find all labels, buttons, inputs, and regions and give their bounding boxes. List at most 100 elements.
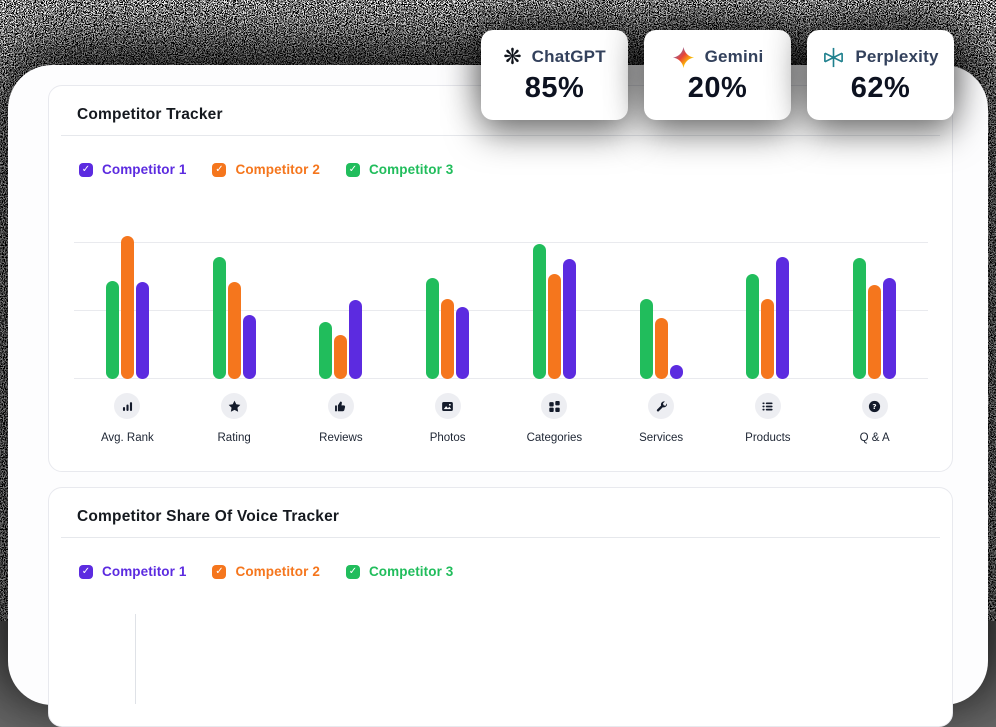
metric-label-avg-rank: Avg. Rank: [100, 432, 154, 444]
photos-competitor-3-bar: [426, 278, 440, 379]
products-competitor-1-bar: [776, 257, 790, 379]
openai-icon: ❋: [503, 43, 522, 69]
categories-competitor-1-bar: [562, 259, 576, 379]
q-a-competitor-1-bar: [883, 278, 897, 379]
legend-competitor-1[interactable]: ✓ Competitor 1: [79, 162, 186, 177]
divider: [61, 135, 940, 136]
reviews-competitor-1-bar: [349, 300, 363, 379]
bar-group-categories: [501, 235, 608, 379]
avg-rank-competitor-3-bar: [105, 281, 119, 379]
photos-competitor-2-bar: [441, 299, 455, 379]
gridline-50: [74, 310, 928, 311]
bar-group-services: [608, 235, 715, 379]
metric-icon-col-avg-rank: [74, 393, 181, 419]
perplexity-icon: [822, 46, 845, 69]
svg-text:?: ?: [873, 401, 877, 410]
metric-label-row: Avg. Rank Rating Reviews Photos Categories Se…: [74, 432, 928, 444]
model-score: 85%: [524, 71, 585, 104]
metric-label-q-a: Q & A: [859, 432, 890, 444]
legend-label: Competitor 3: [368, 162, 454, 177]
photos-competitor-1-bar: [456, 307, 470, 379]
metric-label-reviews: Reviews: [319, 432, 363, 444]
avg-rank-competitor-1-bar: [135, 282, 149, 379]
metric-label-products: Products: [745, 432, 791, 444]
star-icon: [221, 393, 248, 419]
gemini-icon: [672, 46, 695, 69]
model-stat-header: Perplexity: [822, 46, 938, 69]
avg-rank-competitor-2-bar: [120, 236, 134, 379]
model-name: Perplexity: [855, 47, 939, 66]
metric-label-photos: Photos: [429, 432, 466, 444]
categories-competitor-2-bar: [547, 274, 561, 379]
checkbox-checked-icon[interactable]: ✓: [79, 162, 93, 177]
page-title: Competitor Tracker: [77, 106, 223, 123]
services-competitor-1-bar: [669, 365, 683, 379]
checkbox-checked-icon[interactable]: ✓: [212, 564, 227, 579]
bar-group-rating: [181, 235, 288, 379]
rating-competitor-2-bar: [227, 282, 241, 379]
metric-label-rating: Rating: [217, 432, 251, 444]
competitor-bar-chart: [74, 235, 928, 379]
reviews-competitor-2-bar: [334, 335, 348, 379]
thumbs-up-icon: [327, 393, 354, 419]
bar-group-reviews: [288, 235, 395, 379]
q-a-competitor-2-bar: [868, 285, 882, 379]
category-grid-icon: [541, 393, 568, 419]
wrench-icon: [648, 393, 675, 419]
bar-chart-icon: [114, 393, 141, 419]
competitor-legend: ✓ Competitor 1 ✓ Competitor 2 ✓ Competitor 3: [49, 538, 952, 603]
model-stat-card-gemini[interactable]: Gemini 20%: [644, 30, 791, 120]
legend-competitor-1[interactable]: ✓ Competitor 1: [79, 564, 186, 579]
metric-icon-col-services: [608, 393, 715, 419]
metric-icon-col-rating: [181, 393, 288, 419]
bar-group-products: [715, 235, 822, 379]
model-stat-header: ❋ ChatGPT: [503, 43, 606, 69]
list-icon: [754, 393, 781, 419]
services-competitor-2-bar: [654, 318, 668, 379]
metric-label-services: Services: [639, 432, 684, 444]
model-stat-header: Gemini: [672, 46, 764, 69]
model-score: 62%: [850, 71, 911, 104]
dashboard-panel: Competitor Tracker ✓ Competitor 1 ✓ Competi…: [8, 65, 988, 727]
card-header: Competitor Tracker: [49, 86, 952, 135]
metric-icon-col-reviews: [288, 393, 395, 419]
metric-icon-col-categories: [501, 393, 608, 419]
model-name: ChatGPT: [531, 47, 606, 66]
products-competitor-2-bar: [761, 299, 775, 379]
photo-icon: [434, 393, 461, 419]
legend-label: Competitor 2: [235, 564, 320, 579]
divider: [61, 537, 940, 538]
services-competitor-3-bar: [639, 299, 653, 379]
question-icon: ?: [861, 393, 888, 419]
legend-label: Competitor 2: [235, 162, 320, 177]
share-of-voice-card: Competitor Share Of Voice Tracker ✓ Compe…: [48, 487, 953, 727]
legend-competitor-3[interactable]: ✓ Competitor 3: [345, 162, 454, 177]
competitor-legend: ✓ Competitor 1 ✓ Competitor 2 ✓ Competitor 3: [49, 136, 952, 201]
model-stat-card-chatgpt[interactable]: ❋ ChatGPT 85%: [481, 30, 628, 120]
model-stat-card-perplexity[interactable]: Perplexity 62%: [807, 30, 954, 120]
checkbox-checked-icon[interactable]: ✓: [212, 162, 227, 177]
metric-label-categories: Categories: [526, 432, 583, 444]
card-header: Competitor Share Of Voice Tracker: [49, 488, 952, 537]
legend-competitor-3[interactable]: ✓ Competitor 3: [345, 564, 454, 579]
legend-label: Competitor 1: [102, 564, 187, 579]
bar-group-q-a: [821, 235, 928, 379]
legend-label: Competitor 1: [102, 162, 187, 177]
competitor-tracker-card: Competitor Tracker ✓ Competitor 1 ✓ Competi…: [48, 85, 953, 472]
chart-axis-line: [135, 614, 136, 704]
legend-label: Competitor 3: [368, 564, 454, 579]
metric-icon-col-q-a: ?: [821, 393, 928, 419]
checkbox-checked-icon[interactable]: ✓: [79, 564, 93, 579]
checkbox-checked-icon[interactable]: ✓: [345, 162, 360, 177]
legend-competitor-2[interactable]: ✓ Competitor 2: [212, 564, 320, 579]
rating-competitor-3-bar: [212, 257, 226, 379]
products-competitor-3-bar: [746, 274, 760, 379]
checkbox-checked-icon[interactable]: ✓: [345, 564, 360, 579]
page-title: Competitor Share Of Voice Tracker: [77, 508, 340, 525]
metric-icon-row: ?: [74, 393, 928, 419]
legend-competitor-2[interactable]: ✓ Competitor 2: [212, 162, 320, 177]
categories-competitor-3-bar: [532, 244, 546, 379]
bar-group-photos: [394, 235, 501, 379]
model-score: 20%: [687, 71, 748, 104]
q-a-competitor-3-bar: [853, 258, 867, 379]
